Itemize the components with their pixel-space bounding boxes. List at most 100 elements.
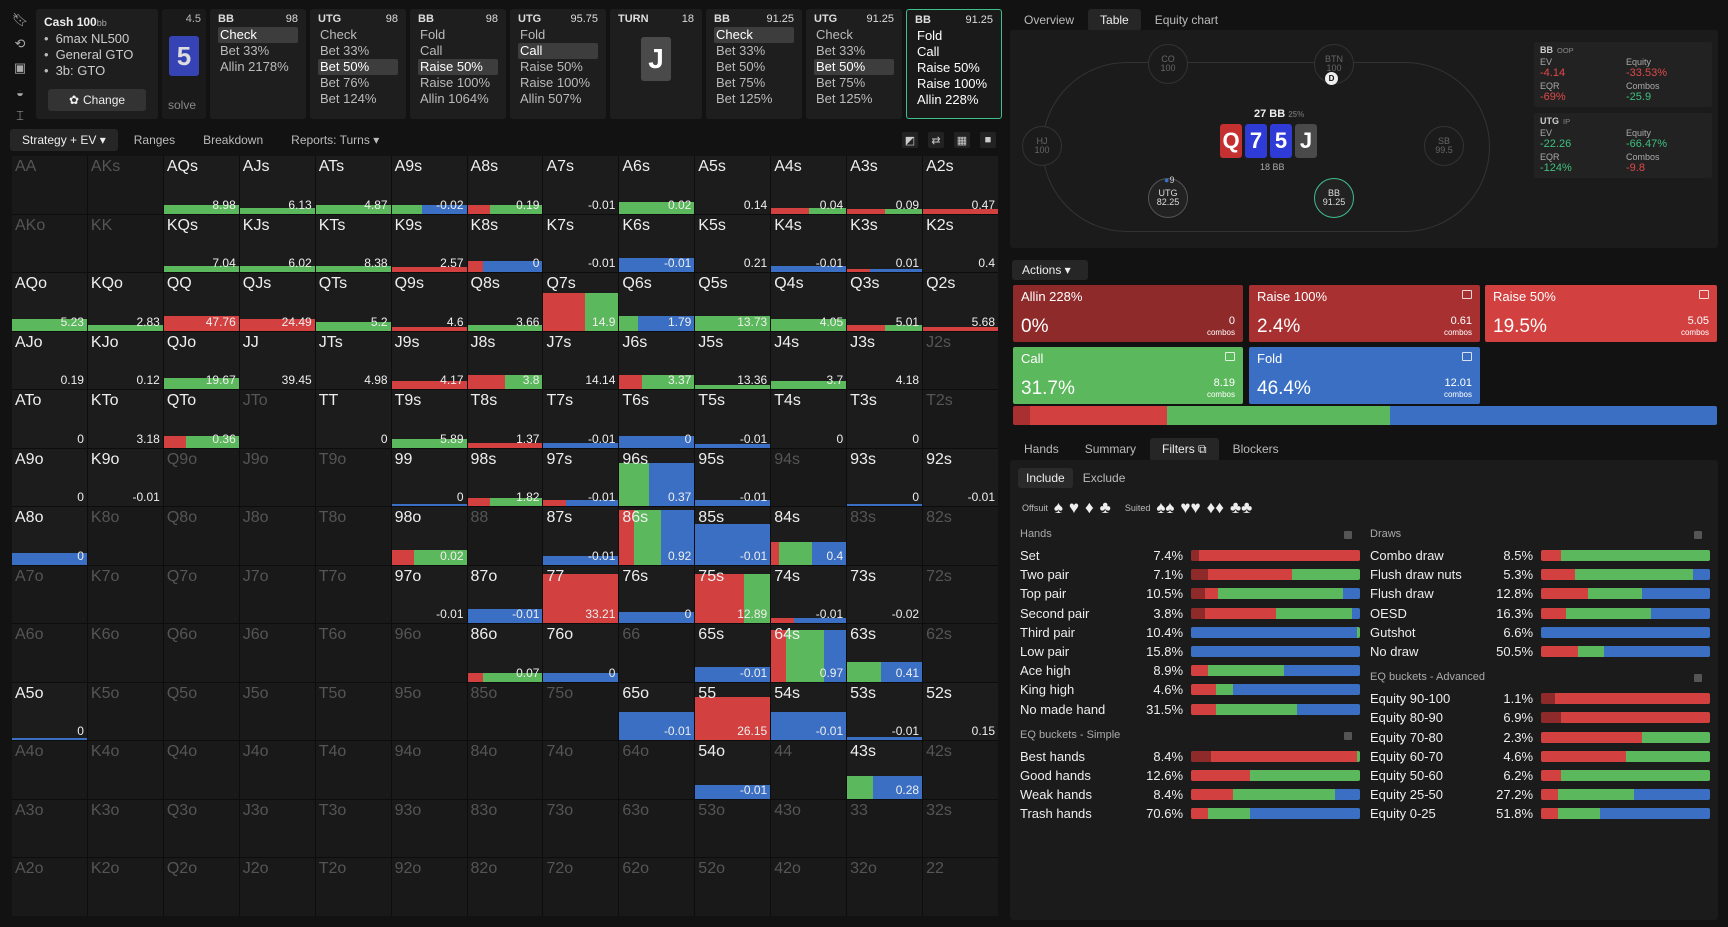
action-card-utg[interactable]: UTG 95.75 Fold Call Raise 50% Raise 100% Allin… (510, 9, 606, 119)
hand-cell-jj[interactable]: JJ 39.45 (239, 331, 315, 390)
filter-row-flush-draw-nuts[interactable]: Flush draw nuts 5.3% (1370, 565, 1710, 584)
hand-cell-76s[interactable]: 76s 0 (619, 565, 695, 624)
hand-cell-tt[interactable]: TT 0 (315, 390, 391, 448)
action-box-allin-228[interactable]: Allin 228% 0% 0 combos (1013, 285, 1243, 342)
action-option-allin-228[interactable]: Allin 228% (917, 92, 979, 107)
hand-cell-22[interactable]: 22 (923, 858, 998, 916)
hand-cell-76o[interactable]: 76o 0 (543, 624, 619, 682)
hand-cell-k2s[interactable]: K2s 0.4 (923, 214, 998, 273)
toggle-exclude[interactable]: Exclude (1082, 471, 1126, 485)
hand-cell-k6o[interactable]: K6o (87, 624, 163, 682)
action-option-bet-50[interactable]: Bet 50% (318, 59, 398, 75)
hand-cell-k8o[interactable]: K8o (87, 507, 163, 565)
settings-icon[interactable]: ⌶ (16, 108, 24, 123)
checkbox-icon[interactable] (1344, 531, 1352, 539)
seat-sb[interactable]: SB 99.5 (1424, 126, 1464, 166)
action-option-raise-100[interactable]: Raise 100% (420, 75, 491, 90)
hand-cell-q8o[interactable]: Q8o (163, 507, 239, 565)
hand-cell-j2s[interactable]: J2s (923, 331, 998, 390)
hand-cell-96o[interactable]: 96o (391, 624, 467, 682)
action-card-bb[interactable]: BB 98 Check Bet 33% Allin 2178% (210, 9, 306, 119)
filter-row-equity-70-80[interactable]: Equity 70-80 2.3% (1370, 728, 1710, 747)
hand-cell-aks[interactable]: AKs (87, 156, 163, 214)
hand-cell-q4s[interactable]: Q4s 4.05 (771, 273, 847, 331)
hand-cell-kqo[interactable]: KQo 2.83 (87, 273, 163, 331)
swap-icon[interactable]: ⇄ (928, 132, 944, 148)
hand-cell-73s[interactable]: 73s -0.02 (847, 565, 923, 624)
hand-cell-a9o[interactable]: A9o 0 (12, 448, 87, 507)
hand-cell-qto[interactable]: QTo 0.36 (163, 390, 239, 448)
details-icon[interactable] (1225, 352, 1235, 361)
hand-cell-aqs[interactable]: AQs 8.98 (163, 156, 239, 214)
hand-cell-q2s[interactable]: Q2s 5.68 (923, 273, 998, 331)
filter-row-best-hands[interactable]: Best hands 8.4% (1020, 747, 1360, 766)
filter-row-no-made-hand[interactable]: No made hand 31.5% (1020, 700, 1360, 719)
filter-row-equity-50-60[interactable]: Equity 50-60 6.2% (1370, 766, 1710, 785)
hand-cell-q6o[interactable]: Q6o (163, 624, 239, 682)
action-option-bet-125[interactable]: Bet 125% (816, 91, 873, 106)
checkbox-icon[interactable] (1694, 531, 1702, 539)
hand-cell-k5o[interactable]: K5o (87, 682, 163, 741)
action-option-allin-507[interactable]: Allin 507% (520, 91, 582, 106)
hand-cell-j7o[interactable]: J7o (239, 565, 315, 624)
hand-cell-52o[interactable]: 52o (695, 858, 771, 916)
hand-cell-a6s[interactable]: A6s 0.02 (619, 156, 695, 214)
hand-cell-q9o[interactable]: Q9o (163, 448, 239, 507)
action-option-raise-100[interactable]: Raise 100% (520, 75, 591, 90)
action-option-raise-100[interactable]: Raise 100% (917, 76, 988, 91)
hand-cell-66[interactable]: 66 (619, 624, 695, 682)
hand-cell-a5o[interactable]: A5o 0 (12, 682, 87, 741)
action-option-raise-50[interactable]: Raise 50% (418, 59, 498, 75)
details-icon[interactable] (1462, 352, 1472, 361)
hand-cell-j3s[interactable]: J3s 4.18 (847, 331, 923, 390)
hand-cell-t7o[interactable]: T7o (315, 565, 391, 624)
hand-cell-t3o[interactable]: T3o (315, 799, 391, 858)
diamond-icon[interactable]: ♦ (1084, 498, 1094, 517)
hand-cell-84o[interactable]: 84o (467, 741, 543, 799)
hand-cell-k3s[interactable]: K3s 0.01 (847, 214, 923, 273)
hand-cell-94o[interactable]: 94o (391, 741, 467, 799)
hand-cell-aqo[interactable]: AQo 5.23 (12, 273, 87, 331)
hand-cell-97s[interactable]: 97s -0.01 (543, 448, 619, 507)
hand-cell-k4s[interactable]: K4s -0.01 (771, 214, 847, 273)
tab-table[interactable]: Table (1088, 9, 1141, 31)
seat-btn[interactable]: BTN 100 (1314, 44, 1354, 84)
action-option-raise-50[interactable]: Raise 50% (520, 59, 583, 74)
hand-cell-ato[interactable]: ATo 0 (12, 390, 87, 448)
hand-cell-j8s[interactable]: J8s 3.8 (467, 331, 543, 390)
hand-cell-87o[interactable]: 87o -0.01 (467, 565, 543, 624)
toggle-include[interactable]: Include (1018, 468, 1073, 488)
tab-filters[interactable]: Filters ⧉ (1150, 438, 1219, 461)
action-option-check[interactable]: Check (218, 27, 298, 43)
hand-cell-63s[interactable]: 63s 0.41 (847, 624, 923, 682)
hand-cell-j5o[interactable]: J5o (239, 682, 315, 741)
action-option-raise-50[interactable]: Raise 50% (917, 60, 980, 75)
hand-cell-q7s[interactable]: Q7s 14.9 (543, 273, 619, 331)
hand-cell-87s[interactable]: 87s -0.01 (543, 507, 619, 565)
hand-cell-t8o[interactable]: T8o (315, 507, 391, 565)
hand-cell-43s[interactable]: 43s 0.28 (847, 741, 923, 799)
hand-cell-33[interactable]: 33 (847, 799, 923, 858)
hand-cell-82o[interactable]: 82o (467, 858, 543, 916)
filter-row-oesd[interactable]: OESD 16.3% (1370, 604, 1710, 623)
hand-cell-65s[interactable]: 65s -0.01 (695, 624, 771, 682)
club-icon[interactable]: ♣ (1099, 498, 1111, 517)
hand-cell-ats[interactable]: ATs 4.87 (315, 156, 391, 214)
hand-cell-75s[interactable]: 75s 12.89 (695, 565, 771, 624)
hand-cell-86s[interactable]: 86s 0.92 (619, 507, 695, 565)
action-box-raise-50[interactable]: Raise 50% 19.5% 5.05 combos (1485, 285, 1717, 342)
action-option-bet-33[interactable]: Bet 33% (220, 43, 270, 58)
hand-cell-kts[interactable]: KTs 8.38 (315, 214, 391, 273)
action-option-bet-75[interactable]: Bet 75% (816, 75, 866, 90)
hand-cell-a7o[interactable]: A7o (12, 565, 87, 624)
hand-cell-a4s[interactable]: A4s 0.04 (771, 156, 847, 214)
hand-cell-j4o[interactable]: J4o (239, 741, 315, 799)
hand-cell-74o[interactable]: 74o (543, 741, 619, 799)
turn-card[interactable]: TURN 18 J (610, 9, 702, 119)
hand-cell-82s[interactable]: 82s (923, 507, 998, 565)
hand-cell-t5s[interactable]: T5s -0.01 (695, 390, 771, 448)
filter-row-equity-80-90[interactable]: Equity 80-90 6.9% (1370, 708, 1710, 727)
hand-cell-q2o[interactable]: Q2o (163, 858, 239, 916)
filter-row-ace-high[interactable]: Ace high 8.9% (1020, 661, 1360, 680)
hand-cell-t3s[interactable]: T3s 0 (847, 390, 923, 448)
